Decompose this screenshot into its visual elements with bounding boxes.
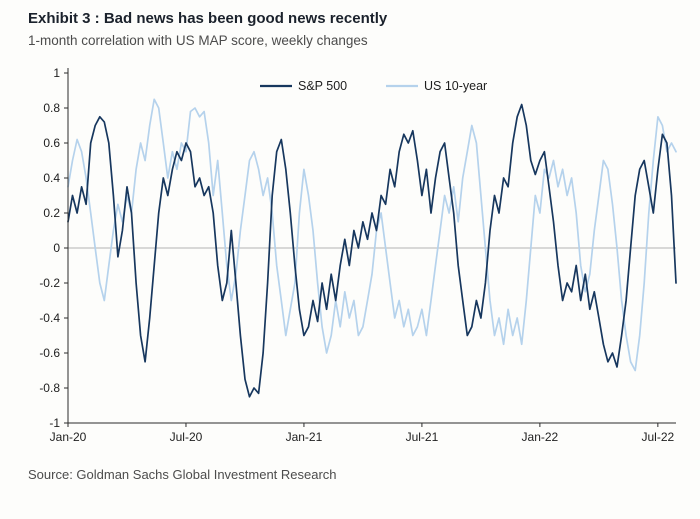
y-tick-label: -0.2 bbox=[39, 276, 60, 290]
y-tick-label: -0.8 bbox=[39, 381, 60, 395]
y-tick-label: 1 bbox=[53, 66, 60, 80]
legend-us10y-label: US 10-year bbox=[424, 79, 487, 93]
exhibit-subtitle: 1-month correlation with US MAP score, w… bbox=[28, 33, 368, 48]
y-tick-label: -0.4 bbox=[39, 311, 60, 325]
y-tick-label: 0.6 bbox=[43, 136, 60, 150]
x-tick-label: Jul-22 bbox=[642, 430, 675, 444]
x-tick-label: Jan-21 bbox=[286, 430, 323, 444]
x-tick-label: Jul-21 bbox=[406, 430, 439, 444]
x-tick-label: Jan-20 bbox=[50, 430, 87, 444]
y-tick-label: -1 bbox=[49, 416, 60, 430]
chart-area: 1 0.8 0.6 0.4 0.2 0 -0.2 -0.4 -0.6 -0.8 -1 Jan-20 Ju… bbox=[28, 57, 682, 459]
y-tick-label: 0.2 bbox=[43, 206, 60, 220]
us10y-series-line bbox=[67, 98, 677, 372]
y-tick-label: 0.8 bbox=[43, 101, 60, 115]
x-tick-label: Jul-20 bbox=[170, 430, 203, 444]
legend-sp500-label: S&P 500 bbox=[298, 79, 347, 93]
x-tick-label: Jan-22 bbox=[522, 430, 559, 444]
exhibit-title: Exhibit 3 : Bad news has been good news … bbox=[28, 10, 388, 27]
sp500-series-line bbox=[67, 103, 677, 398]
source-note: Source: Goldman Sachs Global Investment … bbox=[28, 467, 337, 483]
y-tick-label: 0.4 bbox=[43, 171, 60, 185]
y-tick-label: 0 bbox=[53, 241, 60, 255]
y-tick-label: -0.6 bbox=[39, 346, 60, 360]
